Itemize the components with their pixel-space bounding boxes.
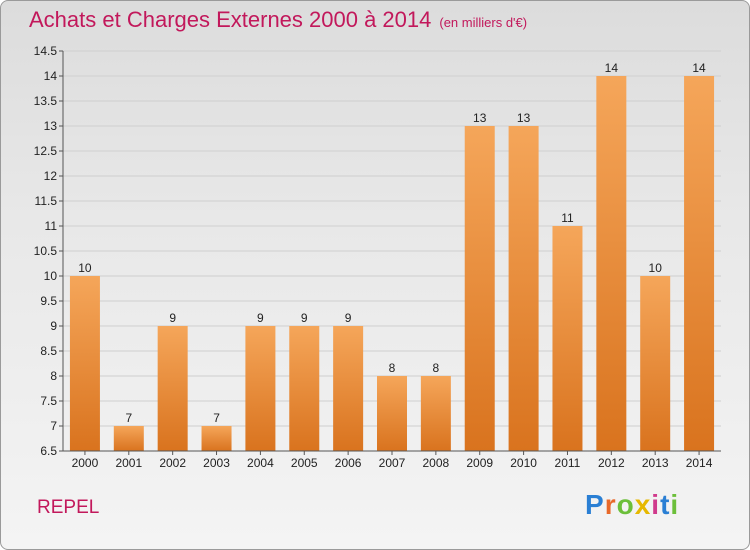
proxiti-logo: Proxiti [585, 489, 679, 521]
x-tick-label: 2002 [159, 456, 186, 470]
y-tick-label: 13 [44, 119, 58, 133]
bar [201, 426, 232, 451]
chart-title-text: Achats et Charges Externes 2000 à 2014 [29, 7, 432, 32]
data-label: 9 [257, 311, 264, 325]
y-tick-label: 12 [44, 169, 58, 183]
y-tick-label: 12.5 [34, 144, 58, 158]
data-label: 11 [561, 211, 574, 225]
y-tick-label: 7 [50, 419, 57, 433]
bar [420, 376, 451, 451]
bar [684, 76, 715, 451]
place-name: REPEL [37, 497, 100, 518]
bar [333, 326, 364, 451]
bar [289, 326, 320, 451]
x-tick-label: 2012 [598, 456, 625, 470]
logo-letter: r [604, 489, 617, 520]
y-tick-label: 14.5 [34, 44, 58, 58]
x-tick-label: 2000 [72, 456, 99, 470]
x-tick-label: 2014 [686, 456, 713, 470]
bar [640, 276, 671, 451]
bar [464, 126, 495, 451]
logo-letter: i [670, 489, 680, 520]
data-label: 7 [213, 411, 220, 425]
bar [245, 326, 276, 451]
y-tick-label: 10 [44, 269, 58, 283]
bar [69, 276, 100, 451]
y-tick-label: 9 [50, 319, 57, 333]
x-tick-label: 2006 [335, 456, 362, 470]
data-label: 8 [433, 361, 440, 375]
data-label: 13 [473, 111, 487, 125]
bar [377, 376, 407, 451]
x-tick-label: 2008 [423, 456, 450, 470]
y-tick-label: 11.5 [35, 194, 58, 208]
logo-letter: t [660, 489, 671, 520]
x-tick-label: 2007 [379, 456, 406, 470]
y-tick-label: 10.5 [34, 244, 58, 258]
y-tick-label: 14 [44, 69, 58, 83]
bar [157, 326, 188, 451]
x-tick-label: 2004 [247, 456, 274, 470]
logo-letter: i [651, 489, 661, 520]
x-tick-label: 2009 [466, 456, 493, 470]
x-tick-label: 2013 [642, 456, 669, 470]
x-tick-label: 2003 [203, 456, 230, 470]
logo-letter: o [616, 489, 635, 520]
data-label: 10 [649, 261, 663, 275]
data-label: 9 [301, 311, 308, 325]
data-label: 10 [78, 261, 92, 275]
chart-title: Achats et Charges Externes 2000 à 2014 (e… [29, 7, 527, 33]
data-label: 9 [345, 311, 352, 325]
bar [508, 126, 539, 451]
bar [113, 426, 144, 451]
x-tick-label: 2005 [291, 456, 318, 470]
y-tick-label: 13.5 [34, 94, 58, 108]
y-tick-label: 11 [45, 219, 58, 233]
y-tick-label: 8.5 [40, 344, 57, 358]
y-tick-label: 7.5 [40, 394, 57, 408]
bar [552, 226, 583, 451]
x-tick-label: 2001 [115, 456, 142, 470]
data-label: 7 [125, 411, 132, 425]
data-label: 8 [389, 361, 396, 375]
y-tick-label: 8 [50, 369, 57, 383]
logo-letter: x [634, 489, 652, 520]
y-tick-label: 9.5 [40, 294, 57, 308]
data-label: 9 [169, 311, 176, 325]
data-label: 14 [605, 61, 619, 75]
chart-unit: (en milliers d'€) [439, 15, 528, 30]
y-tick-label: 6.5 [40, 444, 57, 458]
logo-letter: P [585, 489, 605, 520]
data-label: 13 [517, 111, 531, 125]
x-tick-label: 2010 [510, 456, 537, 470]
x-tick-label: 2011 [555, 456, 581, 470]
data-label: 14 [692, 61, 706, 75]
bar [596, 76, 627, 451]
